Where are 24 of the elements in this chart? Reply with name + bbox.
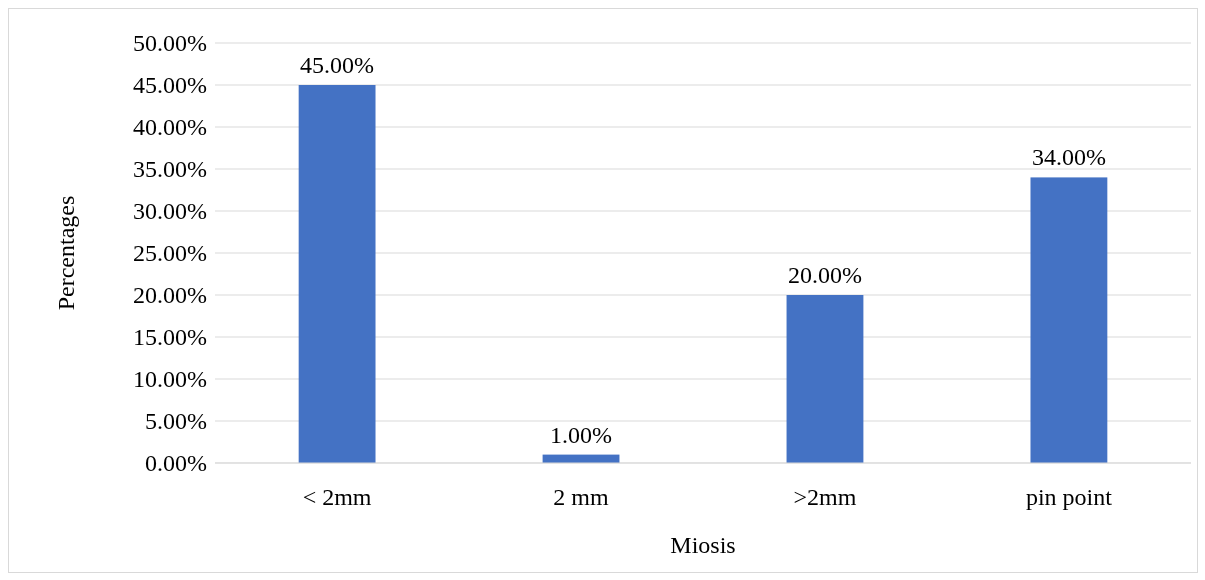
- bar: [786, 295, 864, 463]
- y-tick-label: 45.00%: [133, 72, 207, 99]
- data-label: 34.00%: [1031, 144, 1106, 171]
- y-tick-label: 0.00%: [145, 450, 207, 477]
- x-tick-label: 2 mm: [553, 484, 610, 510]
- y-tick-label: 40.00%: [133, 114, 207, 141]
- data-label: 20.00%: [787, 262, 862, 288]
- y-tick-label: 10.00%: [133, 366, 207, 393]
- x-tick-label: < 2mm: [302, 484, 372, 510]
- y-tick-label: 20.00%: [133, 282, 207, 309]
- data-label: 1.00%: [550, 421, 613, 448]
- y-tick-label: 35.00%: [133, 156, 207, 183]
- y-tick-label: 5.00%: [145, 408, 207, 435]
- bar: [1030, 177, 1108, 463]
- x-axis-title: Miosis: [670, 532, 736, 558]
- y-tick-label: 15.00%: [133, 324, 207, 351]
- y-tick-label: 25.00%: [133, 240, 207, 267]
- y-tick-label: 30.00%: [133, 198, 207, 225]
- y-axis-title: Percentages: [53, 195, 79, 311]
- bar: [298, 85, 376, 463]
- y-tick-label: 50.00%: [133, 30, 207, 57]
- data-label: 45.00%: [300, 52, 375, 78]
- x-tick-label: >2mm: [793, 484, 857, 510]
- x-tick-label: pin point: [1025, 484, 1113, 510]
